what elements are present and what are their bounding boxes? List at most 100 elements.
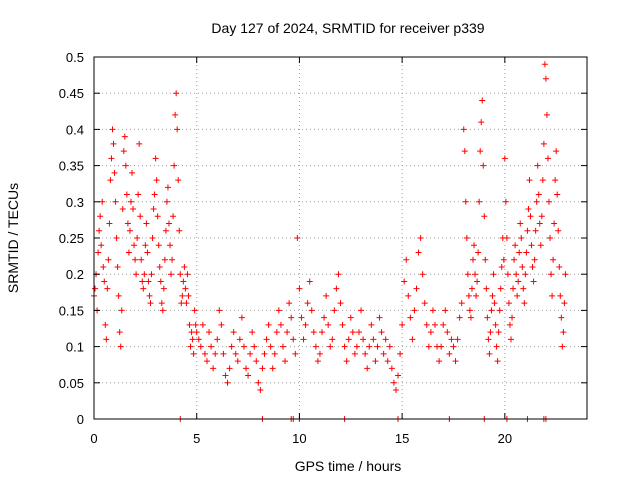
data-point — [485, 336, 492, 343]
data-point — [214, 336, 221, 343]
data-point — [497, 285, 504, 292]
data-point — [286, 300, 293, 307]
data-point — [494, 358, 501, 365]
data-point — [506, 321, 513, 328]
data-point — [306, 278, 313, 285]
data-point — [164, 184, 171, 191]
data-point — [481, 213, 488, 220]
data-point — [224, 379, 231, 386]
data-point — [360, 336, 367, 343]
data-point — [112, 198, 119, 205]
data-point — [126, 227, 133, 234]
data-point — [535, 191, 542, 198]
data-point — [159, 307, 166, 314]
data-point — [151, 191, 158, 198]
data-point — [347, 314, 354, 321]
data-point — [548, 271, 555, 278]
data-point — [331, 307, 338, 314]
data-point — [474, 278, 481, 285]
data-point — [212, 350, 219, 357]
data-point — [557, 292, 564, 299]
data-point — [321, 314, 328, 321]
data-point — [521, 300, 528, 307]
data-point — [440, 321, 447, 328]
data-point — [533, 198, 540, 205]
data-point — [178, 300, 185, 307]
data-point — [386, 343, 393, 350]
data-point — [380, 350, 387, 357]
data-point — [544, 155, 551, 162]
data-point — [98, 242, 105, 249]
data-point — [108, 155, 115, 162]
data-point — [179, 292, 186, 299]
y-tick-label: 0.45 — [59, 86, 84, 101]
data-point — [472, 271, 479, 278]
data-point — [460, 126, 467, 133]
data-point — [405, 292, 412, 299]
data-point — [127, 198, 134, 205]
data-point — [556, 263, 563, 270]
data-point — [95, 249, 102, 256]
data-point — [349, 329, 356, 336]
data-point — [275, 307, 282, 314]
data-point — [134, 235, 141, 241]
data-point — [366, 343, 373, 350]
data-point — [110, 140, 117, 147]
data-point — [312, 343, 319, 350]
data-point — [399, 321, 406, 328]
data-point — [458, 300, 465, 307]
data-point — [476, 198, 483, 205]
data-point — [475, 249, 482, 256]
data-point — [150, 206, 157, 213]
data-point — [549, 292, 556, 299]
data-point — [157, 278, 164, 285]
data-point — [507, 336, 514, 343]
data-point — [471, 242, 478, 249]
data-point — [304, 300, 311, 307]
data-point — [505, 300, 512, 307]
data-point — [121, 133, 128, 140]
data-point — [119, 206, 126, 213]
data-point — [292, 350, 299, 357]
data-point — [308, 307, 315, 314]
data-point — [153, 177, 160, 184]
data-point — [462, 198, 469, 205]
data-point — [503, 235, 510, 241]
data-point — [154, 213, 161, 220]
data-point — [388, 365, 395, 372]
data-point — [543, 111, 550, 118]
data-point — [509, 314, 516, 321]
data-point — [417, 235, 424, 241]
data-point — [496, 307, 503, 314]
data-point — [525, 206, 532, 213]
data-point — [100, 263, 107, 270]
data-point — [448, 336, 455, 343]
data-point — [341, 343, 348, 350]
data-point — [139, 278, 146, 285]
y-tick-label: 0.3 — [66, 195, 84, 210]
data-point — [201, 350, 208, 357]
data-point — [163, 198, 170, 205]
data-point — [489, 292, 496, 299]
data-point — [487, 329, 494, 336]
data-point — [540, 140, 547, 147]
data-point — [353, 343, 360, 350]
data-point — [461, 148, 468, 155]
data-point — [335, 271, 342, 278]
data-point — [559, 343, 566, 350]
data-point — [142, 242, 149, 249]
data-point — [364, 365, 371, 372]
y-tick-label: 0.25 — [59, 231, 84, 246]
data-point — [97, 213, 104, 220]
data-point — [160, 285, 167, 292]
data-point — [522, 271, 529, 278]
data-point — [162, 227, 169, 234]
data-point — [452, 358, 459, 365]
data-point — [450, 343, 457, 350]
data-point — [413, 285, 420, 292]
data-point — [401, 278, 408, 285]
data-point — [504, 271, 511, 278]
data-point — [189, 336, 196, 343]
data-point — [411, 307, 418, 314]
